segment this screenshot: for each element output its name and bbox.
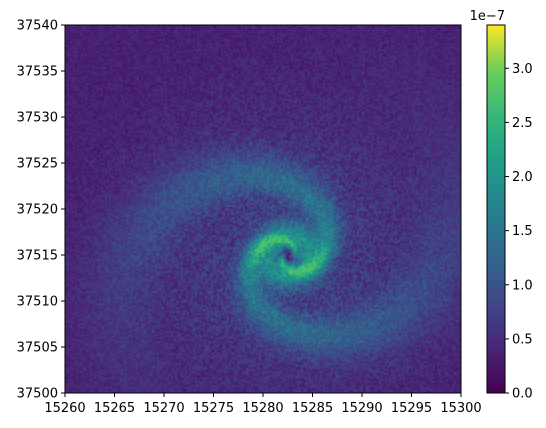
x-tick-label: 15285 [292,401,333,416]
colorbar-frame [486,24,506,394]
x-tick-label: 15270 [143,401,184,416]
colorbar-tick-label: 2.5 [512,116,533,131]
heatmap-image [65,25,461,393]
y-tick-label: 37540 [17,19,58,34]
colorbar: 0.0 0.5 1.0 1.5 2.0 2.5 3.0 1e−7 [470,9,533,402]
heatmap-image-container [65,25,461,393]
x-tick-label: 15300 [440,401,481,416]
colorbar-tick-label: 2.0 [512,170,533,185]
colorbar-tick-label: 0.0 [512,387,533,402]
y-tick-label: 37530 [17,111,58,126]
x-tick-label: 15295 [391,401,432,416]
x-axis: 15260 15265 15270 15275 15280 15285 15290 15295… [44,393,482,416]
y-tick-label: 37500 [17,387,58,402]
y-tick-label: 37520 [17,203,58,218]
y-tick-label: 37525 [17,157,58,172]
y-axis: 37500 37505 37510 37515 37520 37525 37530 37535… [17,19,65,402]
y-tick-label: 37505 [17,341,58,356]
x-tick-label: 15280 [242,401,283,416]
colorbar-tick-label: 1.5 [512,224,533,239]
x-tick-label: 15260 [44,401,85,416]
colorbar-tick-label: 0.5 [512,332,533,347]
colorbar-tick-label: 3.0 [512,62,533,77]
y-tick-label: 37535 [17,65,58,80]
y-tick-label: 37515 [17,249,58,264]
y-tick-label: 37510 [17,295,58,310]
x-tick-label: 15275 [193,401,234,416]
x-tick-label: 15265 [94,401,135,416]
colorbar-gradient [487,25,505,393]
colorbar-tick-label: 1.0 [512,278,533,293]
x-tick-label: 15290 [341,401,382,416]
colorbar-offset-label: 1e−7 [470,9,505,24]
